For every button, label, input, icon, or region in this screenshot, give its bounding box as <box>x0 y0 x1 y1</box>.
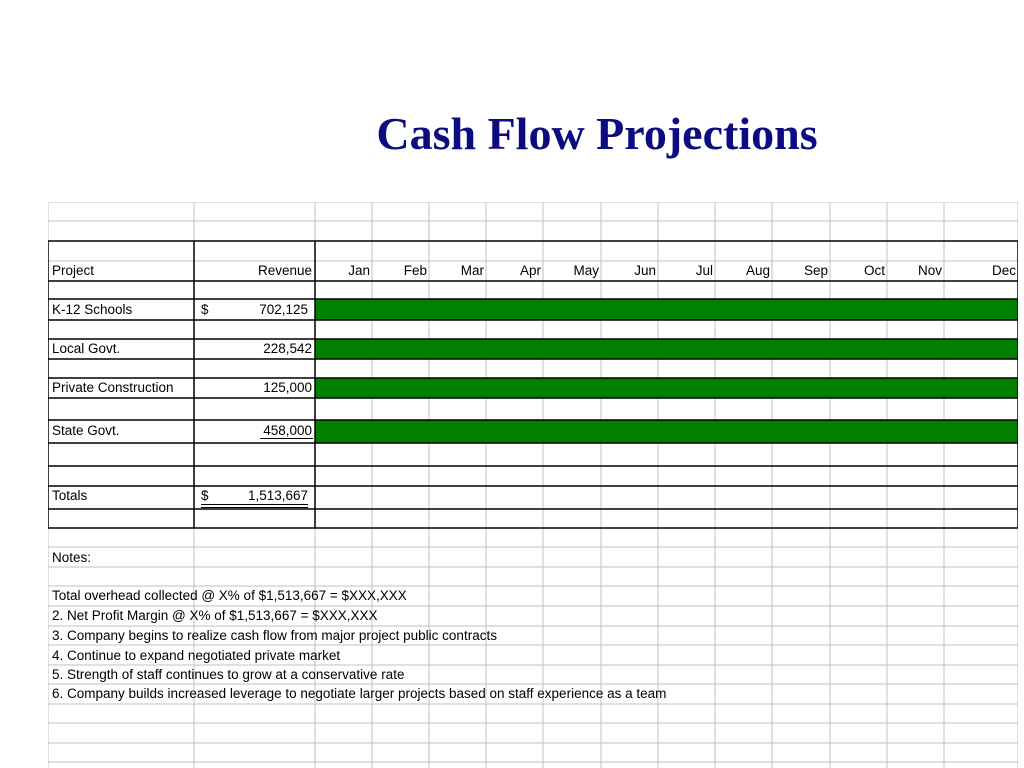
project-revenue: 228,542 <box>263 341 312 356</box>
project-revenue: 125,000 <box>263 380 312 395</box>
currency-symbol: $ <box>201 488 209 503</box>
month-header: Nov <box>917 263 942 278</box>
month-header: Aug <box>745 263 770 278</box>
month-header: Sep <box>803 263 828 278</box>
month-header: May <box>573 263 599 278</box>
page-title: Cash Flow Projections <box>376 108 818 159</box>
month-header: Dec <box>991 263 1016 278</box>
header-revenue: Revenue <box>257 263 312 278</box>
project-name: K-12 Schools <box>52 302 133 317</box>
month-header: Mar <box>460 263 484 278</box>
double-underline-top <box>201 504 308 505</box>
month-header: Apr <box>519 263 541 278</box>
spreadsheet-grid <box>48 202 1018 768</box>
cash-flow-bar <box>315 378 1018 398</box>
month-header: Jan <box>348 263 370 278</box>
month-header: Jul <box>695 263 713 278</box>
totals-value: 1,513,667 <box>247 488 308 503</box>
note-item: 5. Strength of staff continues to grow a… <box>52 667 405 682</box>
double-underline-bottom <box>201 507 308 508</box>
note-item: Total overhead collected @ X% of $1,513,… <box>52 588 407 603</box>
cash-flow-bar <box>315 339 1018 359</box>
cash-flow-bar <box>315 420 1018 443</box>
month-header: Jun <box>634 263 656 278</box>
project-revenue: 702,125 <box>259 302 308 317</box>
month-header: Oct <box>863 263 885 278</box>
project-name: Private Construction <box>52 380 174 395</box>
project-name: State Govt. <box>52 423 120 438</box>
currency-symbol: $ <box>201 302 209 317</box>
notes-label: Notes: <box>52 550 92 565</box>
underline <box>260 438 313 439</box>
cash-flow-bar <box>315 299 1018 320</box>
note-item: 4. Continue to expand negotiated private… <box>52 648 341 663</box>
project-name: Local Govt. <box>52 341 121 356</box>
note-item: 6. Company builds increased leverage to … <box>52 686 667 701</box>
header-project: Project <box>52 263 95 278</box>
project-revenue: 458,000 <box>263 423 312 438</box>
month-header: Feb <box>403 263 427 278</box>
note-item: 3. Company begins to realize cash flow f… <box>52 628 497 643</box>
note-item: 2. Net Profit Margin @ X% of $1,513,667 … <box>52 608 378 623</box>
totals-label: Totals <box>52 488 88 503</box>
